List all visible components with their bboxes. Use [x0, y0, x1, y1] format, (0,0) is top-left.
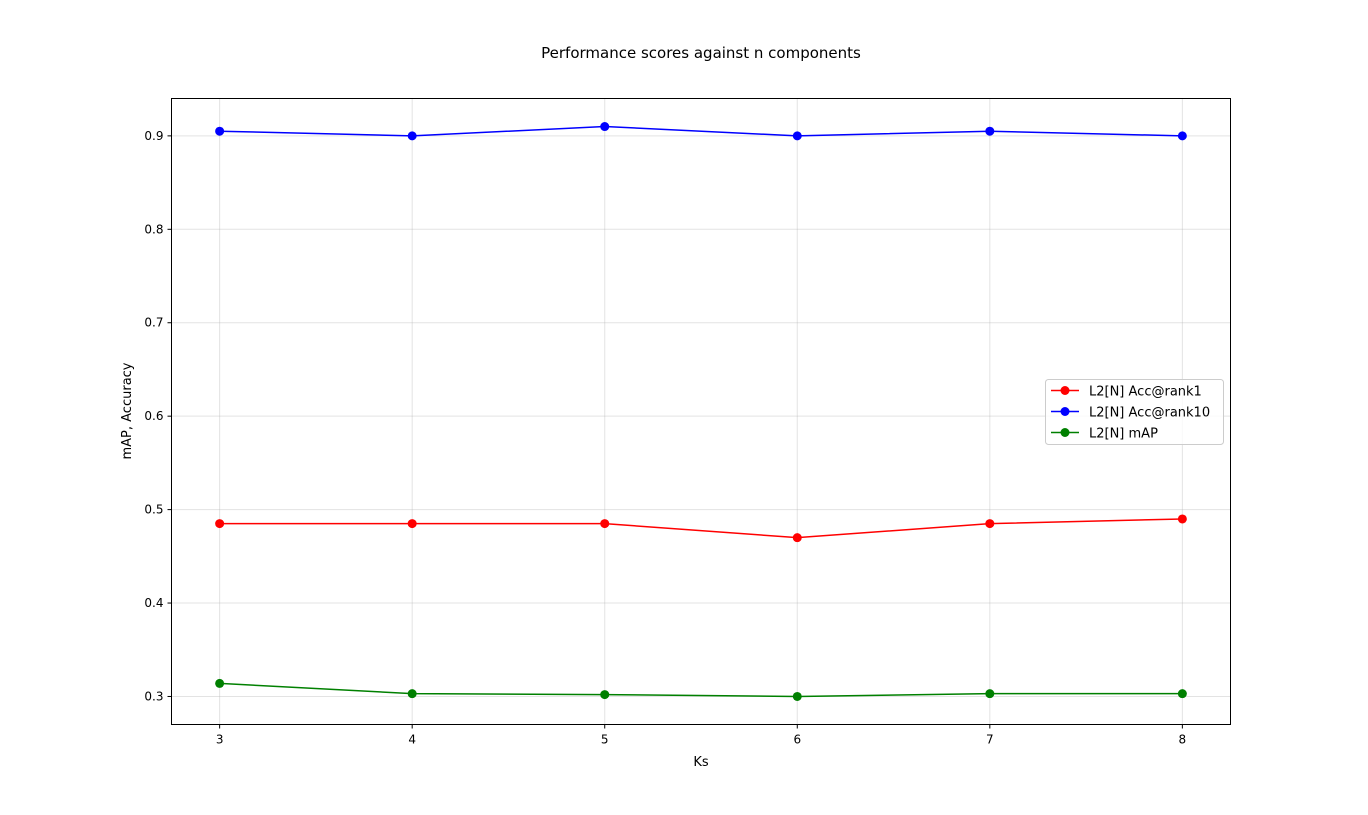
series-2 — [215, 678, 1187, 701]
data-point — [215, 126, 225, 136]
data-point — [985, 126, 995, 136]
legend-swatch-marker — [1060, 407, 1070, 416]
y-tick-label: 0.6 — [144, 409, 163, 423]
data-point — [215, 678, 225, 688]
x-tick-label: 8 — [1179, 733, 1187, 747]
legend: L2[N] Acc@rank1 L2[N] Acc@rank10 L2[N] mAP — [1045, 379, 1224, 445]
data-point — [407, 131, 417, 141]
legend-entry: L2[N] mAP — [1089, 427, 1158, 442]
x-tick-label: 3 — [216, 733, 224, 747]
data-point — [407, 519, 417, 529]
series-line — [219, 125, 1183, 137]
chart-title: Performance scores against n components — [541, 44, 861, 62]
legend-entry: L2[N] Acc@rank10 — [1089, 406, 1210, 421]
series-0 — [215, 514, 1187, 543]
legend-box — [1045, 379, 1224, 445]
data-point — [1177, 131, 1187, 141]
y-axis-label: mAP, Accuracy — [120, 362, 135, 459]
data-point — [1177, 514, 1187, 524]
series-1 — [215, 122, 1187, 141]
x-axis: 3 4 5 6 7 8 — [216, 724, 1187, 747]
series-line — [219, 518, 1183, 539]
y-tick-label: 0.9 — [144, 129, 163, 143]
data-point — [792, 533, 802, 543]
plot-frame — [171, 98, 1231, 725]
series-layer — [215, 122, 1187, 701]
series-line — [219, 682, 1183, 698]
y-tick-label: 0.3 — [144, 689, 163, 703]
data-point — [407, 689, 417, 699]
data-point — [600, 519, 610, 529]
y-tick-label: 0.4 — [144, 596, 163, 610]
legend-swatch-marker — [1060, 386, 1070, 395]
data-point — [985, 519, 995, 529]
data-point — [600, 122, 610, 132]
data-point — [792, 131, 802, 141]
y-axis: 0.3 0.4 0.5 0.6 0.7 0.8 0.9 — [144, 129, 172, 703]
data-point — [215, 519, 225, 529]
y-tick-label: 0.8 — [144, 222, 163, 236]
x-axis-label: Ks — [693, 755, 709, 770]
data-point — [792, 691, 802, 701]
legend-swatch-marker — [1060, 428, 1070, 437]
data-point — [600, 690, 610, 700]
x-tick-label: 7 — [986, 733, 994, 747]
y-tick-label: 0.7 — [144, 316, 163, 330]
data-point — [985, 689, 995, 699]
y-tick-label: 0.5 — [144, 503, 163, 517]
x-tick-label: 4 — [408, 733, 416, 747]
x-tick-label: 6 — [793, 733, 801, 747]
data-point — [1177, 689, 1187, 699]
x-tick-label: 5 — [601, 733, 609, 747]
legend-entry: L2[N] Acc@rank1 — [1089, 385, 1202, 400]
